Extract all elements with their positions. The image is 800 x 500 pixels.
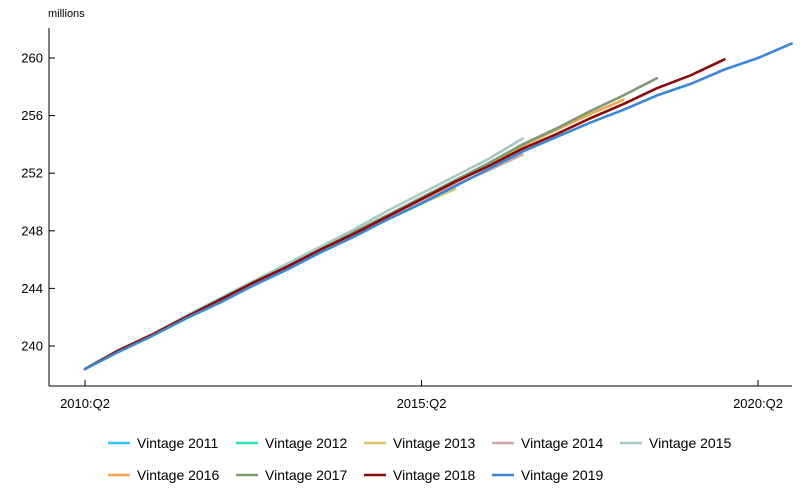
y-tick-label: 248 [21, 223, 43, 238]
series-line-vintage-2019 [83, 42, 793, 371]
x-axis: 2010:Q2 2015:Q2 2020:Q2 [49, 380, 792, 411]
legend-label-vintage-2015: Vintage 2015 [649, 435, 731, 451]
y-tick-label: 240 [21, 339, 43, 354]
y-axis: 240 244 248 252 256 260 [21, 28, 55, 386]
legend-label-vintage-2019: Vintage 2019 [521, 467, 603, 483]
legend-label-vintage-2016: Vintage 2016 [137, 467, 219, 483]
y-tick-label: 260 [21, 51, 43, 66]
legend-label-vintage-2012: Vintage 2012 [265, 435, 347, 451]
y-tick-label: 256 [21, 108, 43, 123]
legend: Vintage 2011 Vintage 2012 Vintage 2013 Vint… [108, 435, 731, 483]
x-tick-label: 2010:Q2 [60, 396, 110, 411]
legend-label-vintage-2014: Vintage 2014 [521, 435, 603, 451]
legend-label-vintage-2013: Vintage 2013 [393, 435, 475, 451]
y-axis-unit-label: millions [48, 8, 85, 20]
x-tick-label: 2020:Q2 [733, 396, 783, 411]
x-tick-label: 2015:Q2 [397, 396, 447, 411]
y-tick-label: 252 [21, 166, 43, 181]
legend-label-vintage-2011: Vintage 2011 [137, 435, 218, 451]
legend-label-vintage-2018: Vintage 2018 [393, 467, 475, 483]
y-tick-label: 244 [21, 281, 43, 296]
legend-label-vintage-2017: Vintage 2017 [265, 467, 347, 483]
plot-area [83, 42, 793, 371]
series-line-vintage-2018 [83, 58, 726, 371]
